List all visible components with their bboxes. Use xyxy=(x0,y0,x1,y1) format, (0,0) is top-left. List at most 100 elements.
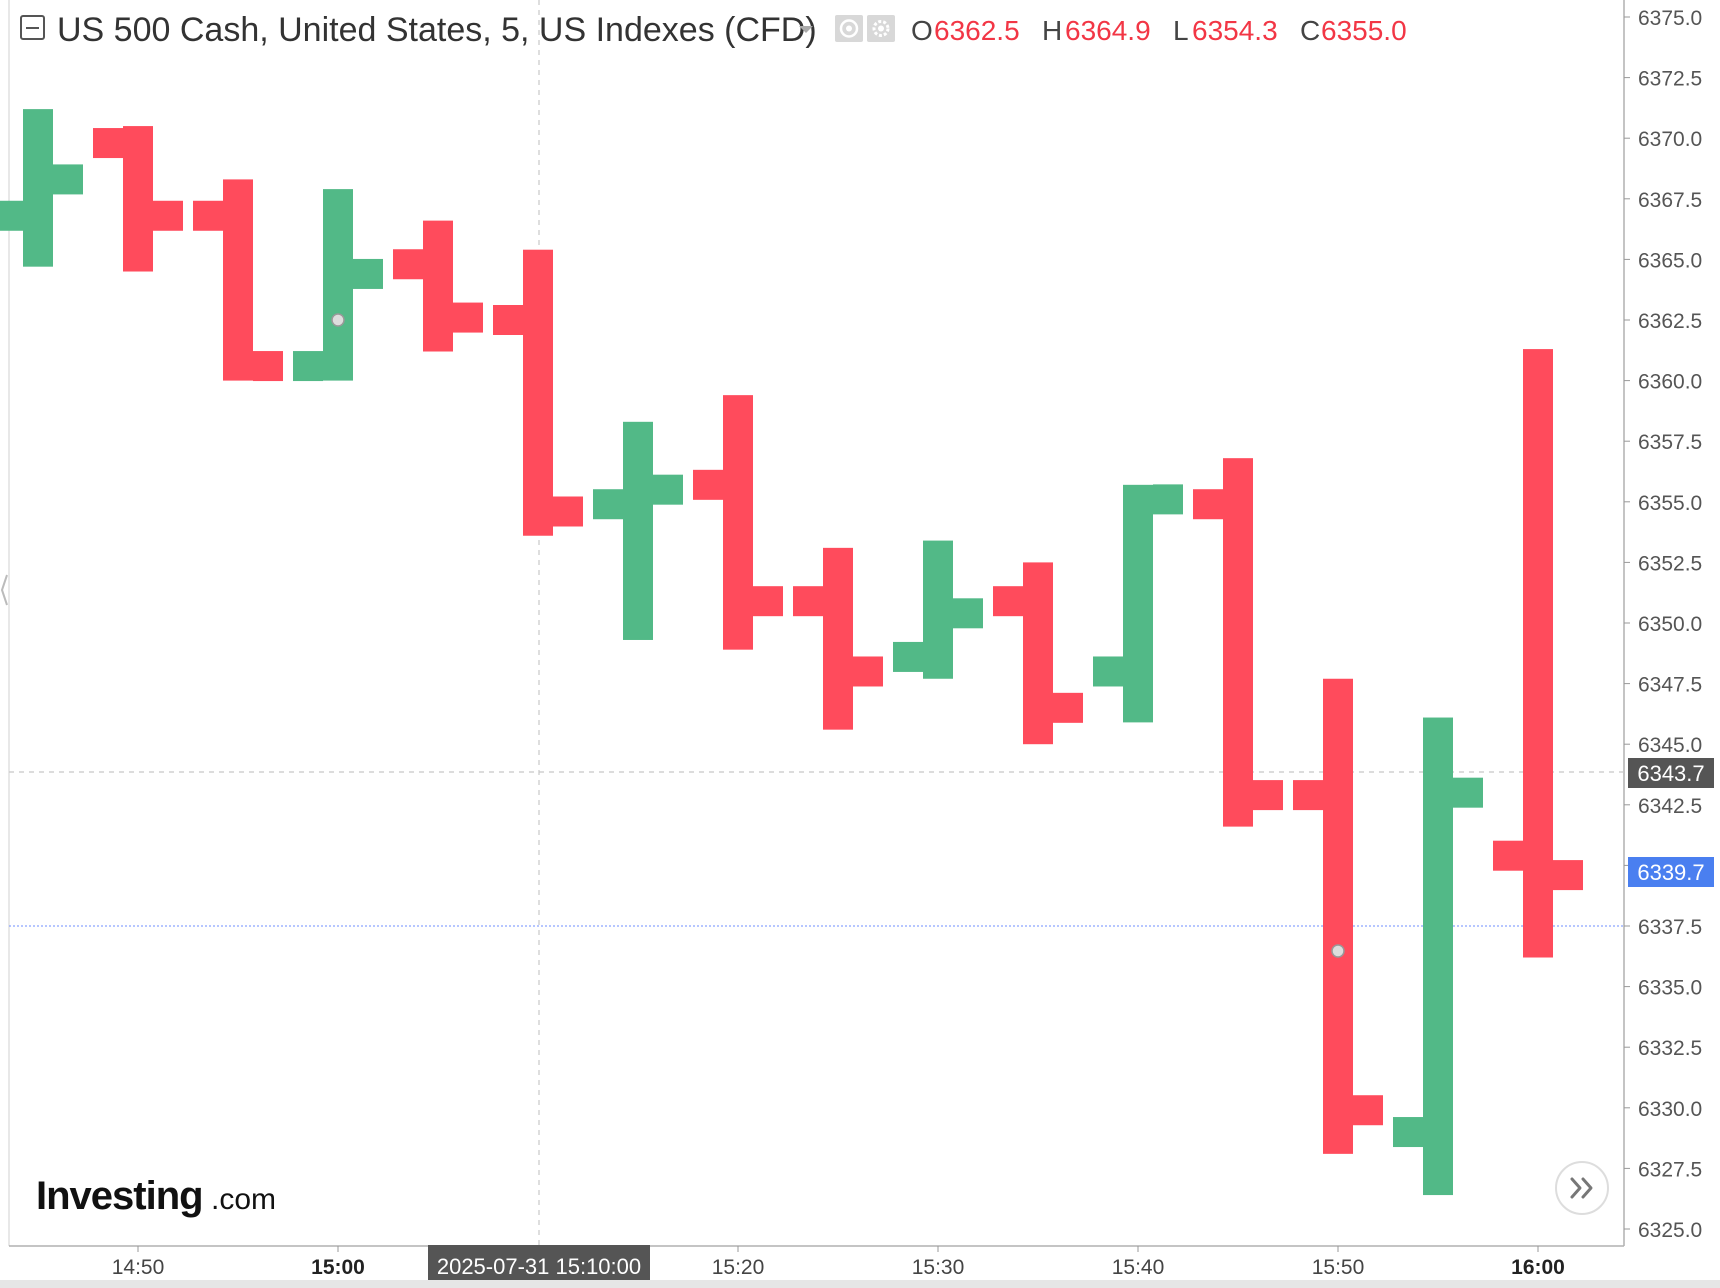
bar-close-tick xyxy=(653,474,683,505)
crosshair-time-label-bg xyxy=(428,1245,650,1280)
bar-close-tick xyxy=(453,302,483,333)
event-marker-dot[interactable] xyxy=(331,313,345,327)
y-tick-label: 6375.0 xyxy=(1638,7,1702,30)
bar-high-low-stem xyxy=(123,126,153,272)
y-tick-label: 6335.0 xyxy=(1638,977,1702,1000)
chart-header: US 500 Cash, United States, 5, US Indexe… xyxy=(20,11,1407,49)
ohlc-open-label: O xyxy=(911,15,933,46)
bar-open-tick xyxy=(993,586,1023,617)
bar-close-tick xyxy=(853,656,883,687)
double-chevron-right-icon xyxy=(1570,1177,1593,1199)
bar-open-tick xyxy=(1393,1117,1423,1148)
ohlc-bar[interactable] xyxy=(193,179,283,382)
bar-high-low-stem xyxy=(923,540,953,679)
ohlc-bar[interactable] xyxy=(493,249,583,536)
bar-open-tick xyxy=(193,200,223,231)
bar-close-tick xyxy=(53,164,83,195)
bar-open-tick xyxy=(693,469,723,500)
bar-high-low-stem xyxy=(1123,484,1153,723)
ohlc-bar[interactable] xyxy=(0,109,83,267)
y-tick-label: 6352.5 xyxy=(1638,552,1702,575)
ohlc-low-label: L xyxy=(1173,15,1189,46)
bar-close-tick xyxy=(1353,1095,1383,1126)
current-price-label: 6339.7 xyxy=(1637,860,1704,885)
bar-high-low-stem xyxy=(1023,562,1053,745)
ohlc-bar[interactable] xyxy=(1393,717,1483,1196)
x-tick-label: 15:50 xyxy=(1312,1256,1365,1279)
bar-high-low-stem xyxy=(523,249,553,536)
y-tick-label: 6342.5 xyxy=(1638,795,1702,818)
bar-open-tick xyxy=(793,586,823,617)
bar-high-low-stem xyxy=(823,547,853,730)
ohlc-bar[interactable] xyxy=(893,540,983,679)
bar-open-tick xyxy=(93,128,123,159)
y-tick-label: 6332.5 xyxy=(1638,1037,1702,1060)
x-tick-label: 15:00 xyxy=(311,1256,365,1279)
ohlc-bar[interactable] xyxy=(793,547,883,730)
investing-logo: Investing .com xyxy=(36,1174,276,1218)
y-tick-label: 6370.0 xyxy=(1638,128,1702,151)
bar-high-low-stem xyxy=(423,220,453,352)
x-tick-label: 15:20 xyxy=(712,1256,765,1279)
y-tick-label: 6355.0 xyxy=(1638,492,1702,515)
bar-close-tick xyxy=(153,200,183,231)
bar-close-tick xyxy=(1553,860,1583,891)
crosshair-time-label: 2025-07-31 15:10:00 xyxy=(437,1254,641,1279)
ohlc-close-value: 6355.0 xyxy=(1321,15,1407,46)
x-tick-label: 14:50 xyxy=(112,1256,165,1279)
ohlc-open-value: 6362.5 xyxy=(934,15,1020,46)
ohlc-high-value: 6364.9 xyxy=(1065,15,1151,46)
bar-high-low-stem xyxy=(1223,458,1253,827)
bar-high-low-stem xyxy=(723,395,753,650)
scroll-to-latest-button[interactable] xyxy=(1555,1161,1609,1215)
eye-icon[interactable] xyxy=(835,15,863,42)
bar-close-tick xyxy=(953,598,983,629)
logo-domain-text: .com xyxy=(211,1183,276,1216)
ohlc-bar[interactable] xyxy=(393,220,483,352)
bar-open-tick xyxy=(1493,840,1523,871)
bottom-strip xyxy=(0,1280,1720,1288)
y-tick-label: 6350.0 xyxy=(1638,613,1702,636)
ohlc-bar[interactable] xyxy=(1093,484,1183,723)
ohlc-bar[interactable] xyxy=(693,395,783,650)
bar-close-tick xyxy=(1053,692,1083,723)
event-marker-dot[interactable] xyxy=(1331,944,1345,958)
bar-high-low-stem xyxy=(223,179,253,381)
gear-icon[interactable] xyxy=(867,15,895,42)
ohlc-bar[interactable] xyxy=(993,562,1083,745)
ohlc-bar[interactable] xyxy=(93,126,183,272)
bar-close-tick xyxy=(1453,777,1483,808)
bar-open-tick xyxy=(393,249,423,280)
logo-main-text: Investing xyxy=(36,1174,203,1218)
bar-open-tick xyxy=(0,200,23,231)
y-tick-label: 6347.5 xyxy=(1638,674,1702,697)
dropdown-icon[interactable] xyxy=(799,26,813,33)
ohlc-bar[interactable] xyxy=(293,189,383,382)
collapse-icon[interactable] xyxy=(20,15,45,40)
y-tick-label: 6365.0 xyxy=(1638,249,1702,272)
y-tick-label: 6327.5 xyxy=(1638,1158,1702,1181)
bar-high-low-stem xyxy=(1523,349,1553,958)
bar-high-low-stem xyxy=(323,189,353,381)
ohlc-close-label: C xyxy=(1300,15,1320,46)
ohlc-bar[interactable] xyxy=(1293,678,1383,1154)
ohlc-bar[interactable] xyxy=(1193,458,1283,827)
ohlc-low-value: 6354.3 xyxy=(1192,15,1278,46)
y-tick-label: 6367.5 xyxy=(1638,189,1702,212)
bar-open-tick xyxy=(893,641,923,672)
x-tick-label: 16:00 xyxy=(1511,1256,1565,1279)
y-tick-label: 6330.0 xyxy=(1638,1098,1702,1121)
bar-high-low-stem xyxy=(1423,717,1453,1196)
crosshair-price-label: 6343.7 xyxy=(1637,761,1704,786)
ohlc-bar[interactable] xyxy=(593,421,683,640)
left-scroll-handle-icon[interactable] xyxy=(0,574,8,606)
y-tick-label: 6360.0 xyxy=(1638,371,1702,394)
ohlc-bar[interactable] xyxy=(1493,349,1583,958)
time-axis[interactable]: 14:50 15:00 15:20 15:30 15:40 15:50 16:00 xyxy=(112,1246,1565,1279)
x-tick-label: 15:40 xyxy=(1112,1256,1165,1279)
y-tick-label: 6337.5 xyxy=(1638,916,1702,939)
bar-close-tick xyxy=(353,258,383,289)
bar-open-tick xyxy=(1193,489,1223,520)
